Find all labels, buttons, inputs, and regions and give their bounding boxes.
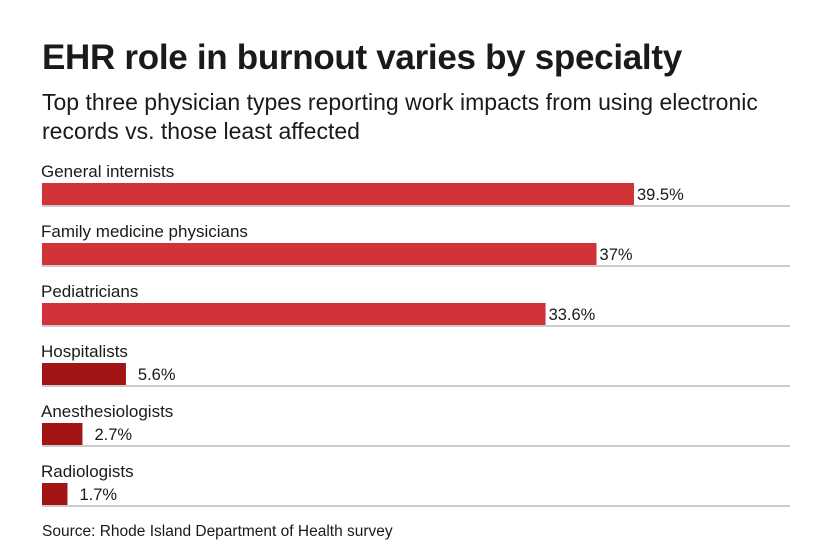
category-label: Anesthesiologists xyxy=(41,402,173,421)
category-label: Hospitalists xyxy=(41,342,128,361)
data-label: 39.5% xyxy=(637,186,684,204)
category-label: Family medicine physicians xyxy=(41,222,248,241)
category-label: Radiologists xyxy=(41,462,134,481)
source-note: Source: Rhode Island Department of Healt… xyxy=(42,523,393,540)
data-label: 2.7% xyxy=(94,426,132,444)
data-label: 5.6% xyxy=(138,366,176,384)
chart-subtitle: Top three physician types reporting work… xyxy=(42,89,758,144)
bar xyxy=(42,423,83,445)
bar xyxy=(42,363,126,385)
bar xyxy=(42,483,68,505)
data-label: 1.7% xyxy=(79,486,117,504)
bar xyxy=(42,183,634,205)
bar xyxy=(42,303,546,325)
category-label: Pediatricians xyxy=(41,282,138,301)
chart-title: EHR role in burnout varies by specialty xyxy=(42,38,682,77)
data-label: 37% xyxy=(600,246,633,264)
data-label: 33.6% xyxy=(549,306,596,324)
category-label: General internists xyxy=(41,162,174,181)
bar xyxy=(42,243,597,265)
